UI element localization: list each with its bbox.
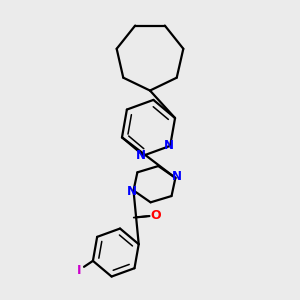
Text: N: N <box>164 139 174 152</box>
Text: O: O <box>150 209 161 222</box>
Text: N: N <box>172 170 182 184</box>
Text: N: N <box>136 149 146 162</box>
Text: I: I <box>76 264 81 277</box>
Text: N: N <box>127 185 137 198</box>
